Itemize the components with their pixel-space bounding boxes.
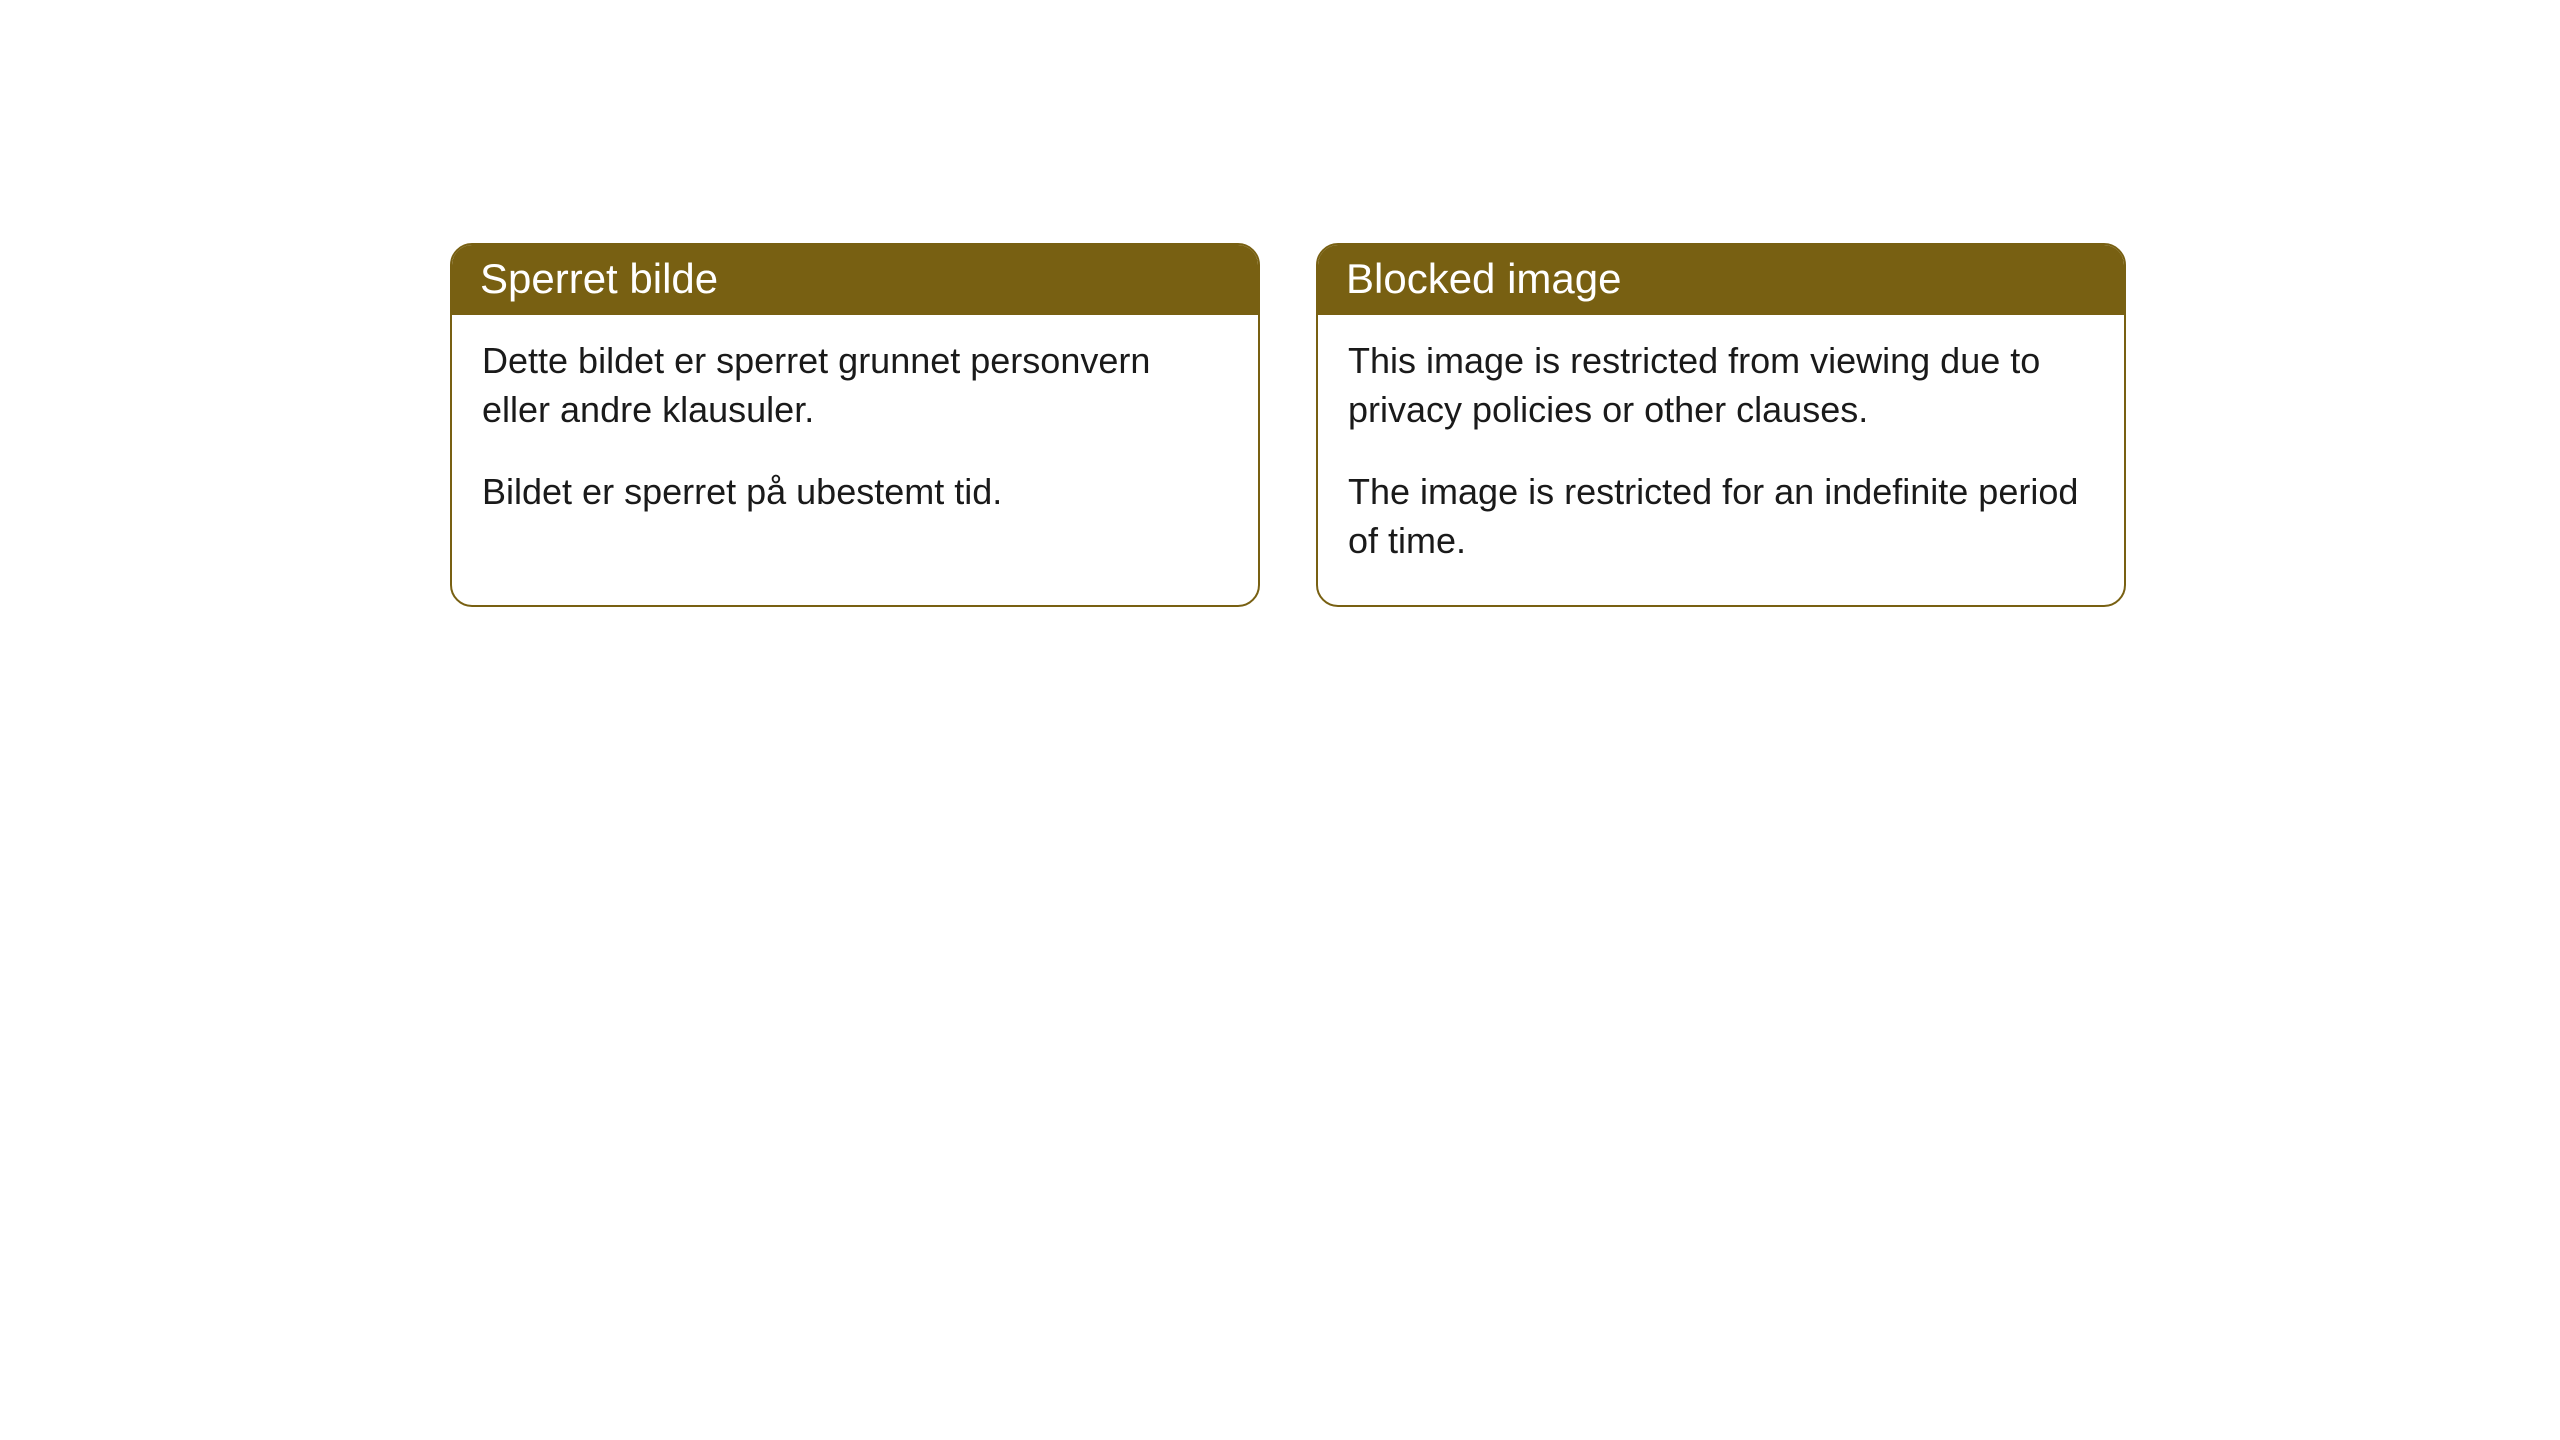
notice-text-norwegian-1: Dette bildet er sperret grunnet personve… (482, 337, 1228, 434)
notice-text-norwegian-2: Bildet er sperret på ubestemt tid. (482, 468, 1228, 517)
blocked-image-card-english: Blocked image This image is restricted f… (1316, 243, 2126, 607)
blocked-image-card-norwegian: Sperret bilde Dette bildet er sperret gr… (450, 243, 1260, 607)
notice-text-english-1: This image is restricted from viewing du… (1348, 337, 2094, 434)
notice-cards-container: Sperret bilde Dette bildet er sperret gr… (0, 0, 2560, 607)
card-header-english: Blocked image (1318, 245, 2124, 315)
notice-text-english-2: The image is restricted for an indefinit… (1348, 468, 2094, 565)
card-body-english: This image is restricted from viewing du… (1318, 315, 2124, 605)
card-body-norwegian: Dette bildet er sperret grunnet personve… (452, 315, 1258, 557)
card-header-norwegian: Sperret bilde (452, 245, 1258, 315)
